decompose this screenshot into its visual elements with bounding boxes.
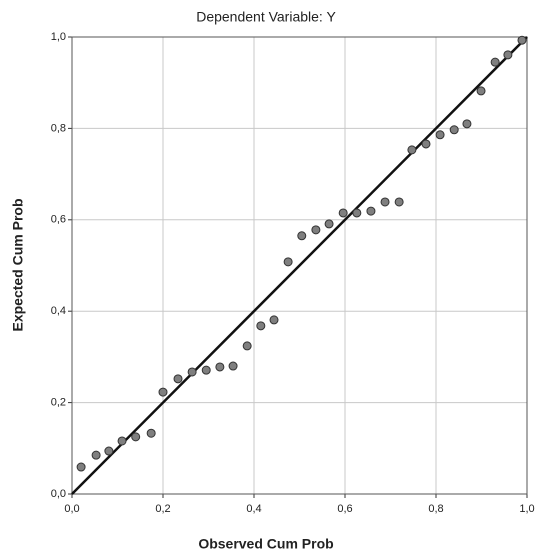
point xyxy=(380,197,390,207)
point xyxy=(311,225,321,235)
point xyxy=(283,257,293,267)
chart-title: Dependent Variable: Y xyxy=(196,9,336,25)
point xyxy=(421,139,431,149)
point xyxy=(242,341,252,351)
point xyxy=(490,57,500,67)
point xyxy=(517,35,527,45)
point xyxy=(338,208,348,218)
point xyxy=(215,362,225,372)
point xyxy=(449,125,459,135)
y-tick-label: 0,0 xyxy=(51,488,66,500)
plot-frame xyxy=(71,36,528,495)
y-tick-label: 0,6 xyxy=(51,214,66,226)
x-axis-label: Observed Cum Prob xyxy=(198,536,333,552)
x-tick-label: 0,6 xyxy=(337,503,352,515)
y-tick-label: 1,0 xyxy=(51,31,66,43)
point xyxy=(476,86,486,96)
x-tick-label: 1,0 xyxy=(519,503,534,515)
point xyxy=(324,219,334,229)
x-tick-label: 0,2 xyxy=(155,503,170,515)
y-tick-label: 0,8 xyxy=(51,122,66,134)
y-tick-label: 0,4 xyxy=(51,305,66,317)
point xyxy=(394,197,404,207)
point xyxy=(131,432,141,442)
point xyxy=(228,361,238,371)
reference-line xyxy=(71,36,528,495)
point xyxy=(366,206,376,216)
point xyxy=(173,374,183,384)
x-tick-label: 0,8 xyxy=(428,503,443,515)
point xyxy=(503,50,513,60)
x-tick-label: 0,0 xyxy=(64,503,79,515)
point xyxy=(91,450,101,460)
y-tick-label: 0,2 xyxy=(51,397,66,409)
point xyxy=(256,321,266,331)
point xyxy=(117,436,127,446)
point xyxy=(187,367,197,377)
point xyxy=(435,130,445,140)
point xyxy=(407,145,417,155)
point xyxy=(158,387,168,397)
x-tick-label: 0,4 xyxy=(246,503,261,515)
point xyxy=(104,446,114,456)
point xyxy=(462,119,472,129)
point xyxy=(201,365,211,375)
point xyxy=(269,315,279,325)
y-axis-label: Expected Cum Prob xyxy=(10,198,26,331)
point xyxy=(76,462,86,472)
point xyxy=(297,231,307,241)
point xyxy=(146,428,156,438)
point xyxy=(352,208,362,218)
